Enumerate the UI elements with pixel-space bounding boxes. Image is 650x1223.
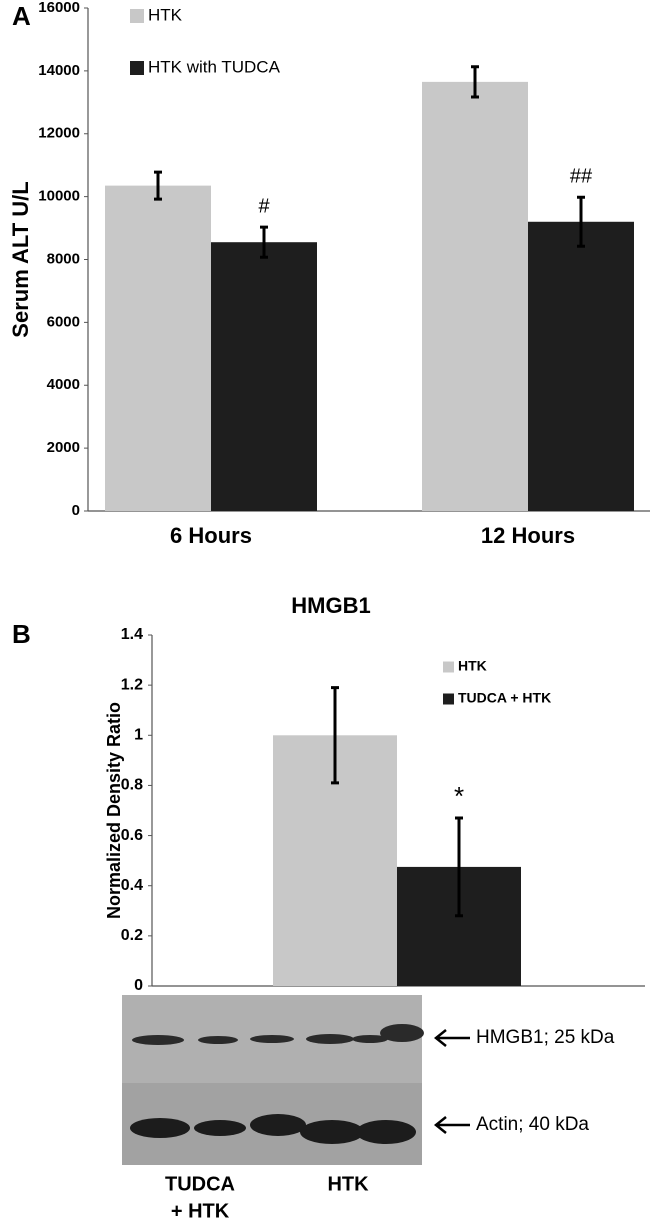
band-label: HMGB1; 25 kDa	[476, 1027, 615, 1048]
legend-swatch	[443, 693, 454, 705]
bar	[528, 221, 634, 511]
bar	[422, 81, 528, 512]
y-tick-label: 16000	[38, 0, 80, 16]
x-tick-label: 6 Hours	[170, 523, 252, 548]
error-bar	[154, 170, 162, 201]
y-tick-label: 0.4	[121, 877, 143, 894]
legend-label: TUDCA + HTK	[458, 690, 551, 706]
y-tick-label: 0.2	[121, 927, 143, 944]
hmgb1-bands	[132, 1024, 424, 1045]
y-tick-label: 10000	[38, 188, 80, 205]
y-tick-label: 6000	[47, 313, 80, 330]
bar	[211, 242, 317, 511]
legend-label: HTK	[458, 658, 487, 674]
legend-swatch	[130, 9, 144, 23]
blot: HMGB1; 25 kDa Actin; 40 kDa TUDCA + HTK …	[122, 995, 615, 1222]
arrows	[433, 1029, 470, 1134]
y-tick-label: 0	[72, 502, 80, 519]
bar	[105, 185, 211, 511]
error-bar	[455, 816, 463, 918]
lane-label: TUDCA	[165, 1173, 235, 1195]
error-bar	[260, 225, 268, 259]
x-tick-label: 12 Hours	[481, 523, 575, 548]
error-bar	[577, 195, 585, 248]
error-bar	[471, 65, 479, 99]
y-tick-label: 4000	[47, 376, 80, 393]
y-tick-label: 0.6	[121, 827, 143, 844]
panel-label: A	[12, 1, 31, 31]
y-axis-label: Normalized Density Ratio	[104, 702, 124, 919]
annotation: #	[258, 195, 270, 217]
actin-bands	[130, 1114, 416, 1144]
y-tick-label: 8000	[47, 250, 80, 267]
annotation: *	[454, 781, 464, 811]
y-tick-label: 1.2	[121, 676, 143, 693]
y-tick-label: 1.4	[121, 626, 143, 643]
legend-label: HTK with TUDCA	[148, 57, 281, 76]
y-tick-label: 12000	[38, 125, 80, 142]
error-bar	[331, 686, 339, 785]
y-axis-label: Serum ALT U/L	[8, 181, 33, 337]
y-tick-label: 0.8	[121, 777, 143, 794]
y-tick-label: 1	[134, 727, 143, 744]
panel-label: B	[12, 619, 31, 649]
annotation: ##	[570, 166, 593, 188]
chart-title: HMGB1	[291, 593, 370, 618]
legend-swatch	[130, 61, 144, 75]
lane-label: + HTK	[171, 1200, 230, 1222]
y-tick-label: 14000	[38, 62, 80, 79]
legend-swatch	[443, 661, 454, 673]
y-tick-label: 0	[134, 977, 143, 994]
band-label: Actin; 40 kDa	[476, 1114, 589, 1135]
lane-label: HTK	[327, 1173, 369, 1195]
legend-label: HTK	[148, 5, 183, 24]
y-tick-label: 2000	[47, 439, 80, 456]
